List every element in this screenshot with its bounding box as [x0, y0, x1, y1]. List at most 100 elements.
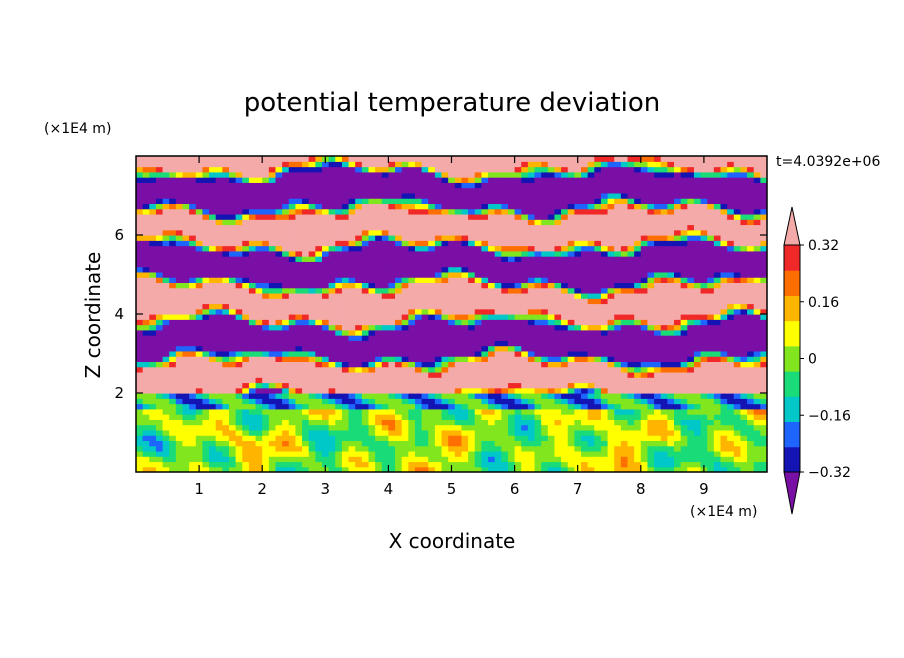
contour-cell: [507, 466, 516, 472]
contour-cell: [554, 314, 562, 320]
contour-cell: [441, 450, 449, 457]
contour-cell: [348, 219, 356, 226]
contour-cell: [335, 350, 343, 357]
contour-cell: [740, 335, 748, 341]
contour-cell: [308, 213, 316, 220]
contour-cell: [740, 445, 748, 452]
contour-cell: [288, 440, 297, 447]
contour-cell: [302, 198, 310, 204]
contour-cell: [693, 361, 702, 368]
contour-cell: [733, 245, 742, 252]
contour-cell: [441, 245, 449, 252]
contour-cell: [268, 361, 277, 368]
contour-cell: [222, 208, 230, 215]
contour-cell: [448, 235, 456, 241]
contour-cell: [680, 393, 688, 399]
contour-cell: [228, 366, 237, 373]
contour-cell: [620, 356, 629, 362]
contour-cell: [169, 335, 177, 341]
contour-cell: [554, 245, 562, 252]
contour-cell: [561, 261, 569, 268]
contour-cell: [707, 461, 715, 468]
contour-cell: [727, 308, 735, 315]
contour-cell: [660, 282, 668, 289]
contour-cell: [421, 298, 429, 305]
contour-cell: [262, 329, 270, 336]
contour-cell: [235, 219, 243, 226]
contour-cell: [395, 203, 403, 210]
contour-cell: [654, 414, 662, 420]
contour-cell: [414, 393, 423, 399]
contour-cell: [388, 324, 396, 331]
contour-cell: [753, 213, 761, 220]
contour-cell: [308, 329, 316, 336]
contour-cell: [567, 408, 575, 415]
contour-cell: [554, 219, 562, 226]
contour-cell: [341, 377, 350, 384]
contour-cell: [707, 366, 715, 373]
contour-cell: [448, 403, 456, 410]
contour-cell: [680, 271, 688, 278]
contour-cell: [620, 240, 629, 247]
contour-cell: [534, 466, 542, 472]
contour-cell: [554, 287, 562, 294]
contour-cell: [348, 403, 356, 410]
contour-cell: [368, 382, 376, 389]
contour-cell: [667, 261, 675, 268]
contour-cell: [594, 329, 602, 336]
contour-cell: [302, 213, 310, 220]
contour-cell: [169, 308, 177, 315]
contour-cell: [600, 440, 609, 447]
contour-cell: [760, 203, 767, 210]
contour-cell: [302, 303, 310, 310]
contour-cell: [136, 314, 144, 320]
contour-cell: [222, 424, 230, 431]
contour-cell: [315, 292, 323, 299]
contour-cell: [647, 329, 655, 336]
contour-cell: [474, 319, 482, 326]
contour-cell: [481, 308, 489, 315]
contour-cell: [162, 287, 170, 294]
contour-cell: [441, 314, 449, 320]
contour-cell: [640, 466, 649, 472]
contour-cell: [700, 308, 708, 315]
contour-cell: [541, 256, 549, 262]
contour-cell: [388, 377, 396, 384]
contour-cell: [534, 345, 542, 352]
contour-cell: [461, 350, 469, 357]
contour-cell: [521, 303, 529, 310]
contour-cell: [242, 213, 250, 220]
contour-cell: [414, 282, 423, 289]
contour-cell: [222, 393, 230, 399]
contour-cell: [587, 466, 595, 472]
contour-cell: [574, 445, 582, 452]
contour-cell: [607, 240, 615, 247]
contour-cell: [162, 308, 170, 315]
contour-cell: [521, 377, 529, 384]
contour-cell: [162, 340, 170, 347]
contour-cell: [155, 314, 164, 320]
contour-cell: [554, 350, 562, 357]
contour-cell: [747, 429, 755, 436]
contour-cell: [541, 435, 549, 441]
contour-cell: [368, 466, 376, 472]
contour-cell: [680, 329, 688, 336]
contour-cell: [215, 224, 223, 231]
contour-cell: [680, 387, 688, 394]
contour-cell: [348, 366, 356, 373]
contour-cell: [514, 371, 522, 378]
contour-cell: [142, 245, 150, 252]
contour-cell: [634, 198, 642, 204]
contour-cell: [348, 292, 356, 299]
contour-cell: [335, 419, 343, 426]
contour-cell: [514, 466, 522, 472]
contour-cell: [328, 250, 336, 257]
contour-cell: [707, 440, 715, 447]
contour-cell: [700, 303, 708, 310]
contour-cell: [700, 329, 708, 336]
contour-cell: [534, 235, 542, 241]
contour-cell: [501, 335, 509, 341]
contour-cell: [368, 198, 376, 204]
contour-cell: [581, 213, 589, 220]
contour-cell: [713, 424, 722, 431]
